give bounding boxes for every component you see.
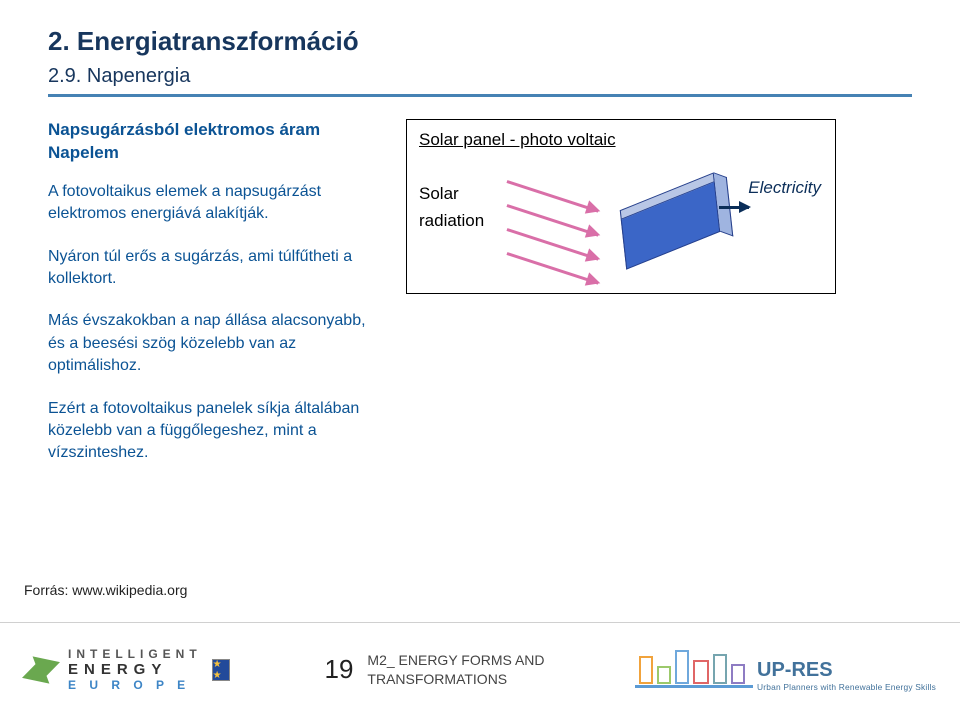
eu-flag-icon: ★ ★ (212, 659, 230, 681)
ground-line (635, 685, 753, 688)
building-icon (675, 650, 689, 684)
ie-line1: INTELLIGENT (68, 647, 202, 661)
right-column: Solar panel - photo voltaic Solar radiat… (406, 119, 912, 485)
building-icon (693, 660, 709, 684)
left-column: Napsugárzásból elektromos áram Napelem A… (48, 119, 378, 485)
cityscape-icon (639, 648, 749, 692)
up-res-text: UP-RES Urban Planners with Renewable Ene… (757, 659, 936, 692)
main-heading: 2. Energiatranszformáció (48, 26, 912, 57)
ray-arrow-icon (507, 252, 599, 284)
page-number-block: 19 M2_ ENERGY FORMS AND TRANSFORMATIONS (248, 651, 621, 687)
heading-underline (48, 94, 912, 97)
building-icon (713, 654, 727, 684)
diagram-input-line1: Solar (419, 180, 484, 207)
ie-line2: ENERGY (68, 661, 202, 678)
sub-heading: 2.9. Napenergia (48, 65, 912, 88)
building-icon (639, 656, 653, 684)
solar-diagram: Solar panel - photo voltaic Solar radiat… (406, 119, 836, 294)
ie-line3: E U R O P E (68, 678, 202, 692)
diagram-title: Solar panel - photo voltaic (419, 130, 823, 150)
ie-logo-text: INTELLIGENT ENERGY E U R O P E (68, 647, 202, 692)
building-icon (657, 666, 671, 684)
output-arrow-icon (719, 206, 749, 209)
left-subhead: Napsugárzásból elektromos áram Napelem (48, 119, 378, 165)
building-icon (731, 664, 745, 684)
module-title: M2_ ENERGY FORMS AND TRANSFORMATIONS (367, 651, 544, 687)
diagram-input-label: Solar radiation (419, 180, 484, 234)
energy-bolt-icon (28, 656, 60, 683)
page-number: 19 (324, 654, 353, 685)
slide-page: 2. Energiatranszformáció 2.9. Napenergia… (0, 0, 960, 716)
content-columns: Napsugárzásból elektromos áram Napelem A… (48, 119, 912, 485)
up-res-name: UP-RES (757, 659, 936, 682)
diagram-output-label: Electricity (748, 178, 821, 198)
paragraph-2: Nyáron túl erős a sugárzás, ami túlfűthe… (48, 246, 378, 291)
paragraph-3: Más évszakokban a nap állása alacsonyabb… (48, 310, 378, 377)
diagram-input-line2: radiation (419, 207, 484, 234)
up-res-tagline: Urban Planners with Renewable Energy Ski… (757, 682, 936, 692)
solar-panel-icon (620, 172, 721, 269)
module-line2: TRANSFORMATIONS (367, 670, 544, 688)
paragraph-1: A fotovoltaikus elemek a napsugárzást el… (48, 181, 378, 226)
intelligent-energy-logo: INTELLIGENT ENERGY E U R O P E ★ ★ (24, 641, 230, 699)
footer-bar: INTELLIGENT ENERGY E U R O P E ★ ★ 19 M2… (0, 622, 960, 716)
up-res-logo: UP-RES Urban Planners with Renewable Ene… (639, 648, 936, 692)
module-line1: M2_ ENERGY FORMS AND (367, 651, 544, 669)
paragraph-4: Ezért a fotovoltaikus panelek síkja álta… (48, 398, 378, 465)
source-caption: Forrás: www.wikipedia.org (24, 582, 187, 598)
